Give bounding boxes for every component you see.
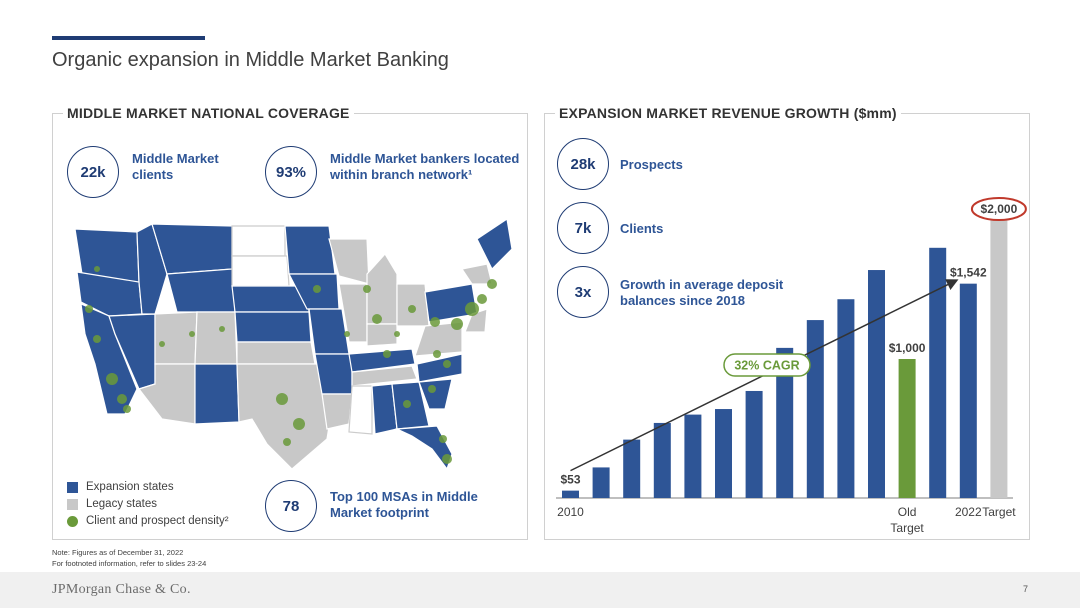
deposit-growth-stat-circle: 3x: [557, 266, 609, 318]
state-region: [194, 363, 240, 425]
state-region: [154, 311, 198, 365]
company-logo: JPMorgan Chase & Co.: [52, 582, 191, 597]
state-region: [416, 353, 463, 383]
bar-13: [959, 283, 977, 498]
target-highlight-ellipse: [970, 197, 1027, 221]
legend-expansion-label: Expansion states: [86, 481, 174, 493]
cagr-badge: [723, 353, 811, 377]
x-tick-label: Old Target: [890, 505, 924, 535]
state-region: [231, 255, 290, 287]
bankers-stat-label: Middle Market bankers located within bra…: [330, 151, 520, 182]
revenue-growth-panel: EXPANSION MARKET REVENUE GROWTH ($mm) 28…: [544, 105, 1030, 540]
state-region: [461, 263, 493, 285]
state-region: [348, 385, 373, 435]
footnote-line-2: For footnoted information, refer to slid…: [52, 559, 207, 568]
bar-10: [868, 270, 885, 498]
msa-stat-label: Top 100 MSAs in Middle Market footprint: [330, 489, 478, 520]
state-region: [194, 311, 238, 365]
coverage-panel-title: MIDDLE MARKET NATIONAL COVERAGE: [63, 105, 354, 121]
legend-dot-green: [67, 515, 78, 527]
bar-11: [898, 359, 916, 498]
legend-density-label: Client and prospect density²: [86, 515, 229, 527]
state-region: [236, 341, 316, 365]
bar-4: [684, 414, 702, 498]
state-region: [366, 252, 398, 325]
msa-stat-circle: 78: [265, 480, 317, 532]
revenue-panel-title: EXPANSION MARKET REVENUE GROWTH ($mm): [555, 105, 901, 121]
bar-3: [653, 422, 671, 498]
revenue-bar-chart: $53 2010 $1,000 Old Target $1,542 2022 $2,000 Ta…: [556, 197, 1027, 535]
state-region: [234, 311, 312, 343]
prospects-stat-circle: 28k: [557, 138, 609, 190]
bar-data-label: $1,542: [950, 266, 987, 280]
bar-data-label: $1,000: [889, 341, 926, 355]
bar-0: [562, 490, 579, 498]
state-region: [284, 225, 336, 275]
page-number: 7: [1022, 584, 1028, 594]
state-region: [321, 393, 353, 430]
state-region: [414, 321, 463, 357]
legend-density: Client and prospect density²: [67, 515, 229, 527]
bar-1: [592, 467, 610, 498]
bar-7: [776, 347, 794, 498]
footnote-line-1: Note: Figures as of December 31, 2022: [52, 548, 184, 557]
deposit-growth-stat-label: Growth in average deposit balances since…: [620, 277, 784, 308]
state-region: [308, 308, 350, 355]
clients-stat-circle: 22k: [67, 146, 119, 198]
coverage-panel: MIDDLE MARKET NATIONAL COVERAGE 22k Midd…: [52, 105, 528, 540]
state-region: [418, 378, 453, 410]
clients-stat-circle-right: 7k: [557, 202, 609, 254]
bar-data-label: $53: [560, 473, 580, 487]
bar-12: [929, 247, 947, 498]
state-region: [464, 308, 488, 333]
legend-swatch-blue: [67, 481, 78, 493]
state-region: [394, 425, 453, 471]
page-title: Organic expansion in Middle Market Banki…: [52, 49, 449, 71]
bar-8: [806, 320, 824, 498]
bar-9: [837, 299, 855, 498]
us-coverage-map: [74, 217, 513, 471]
state-region: [166, 268, 236, 313]
bar-2: [623, 439, 641, 498]
bankers-stat-circle: 93%: [265, 146, 317, 198]
state-region: [366, 323, 398, 347]
bar-5: [715, 409, 732, 498]
x-tick-label: Target: [982, 505, 1016, 519]
state-region: [351, 365, 418, 387]
legend-expansion: Expansion states: [67, 481, 174, 493]
state-region: [396, 283, 430, 327]
footer-bar: JPMorgan Chase & Co. 7: [0, 572, 1080, 608]
state-region: [348, 348, 416, 373]
bar-data-label: $2,000: [981, 202, 1018, 216]
bar-14: [990, 220, 1008, 498]
title-accent-bar: [52, 36, 205, 40]
legend-swatch-gray: [67, 498, 78, 510]
clients-stat-label-right: Clients: [620, 221, 664, 236]
x-tick-label: 2010: [557, 505, 584, 519]
x-tick-label: 2022: [955, 505, 982, 519]
clients-stat-label: Middle Market clients: [132, 151, 219, 182]
bar-6: [745, 390, 763, 498]
legend-legacy: Legacy states: [67, 498, 157, 510]
prospects-stat-label: Prospects: [620, 157, 683, 172]
state-region: [231, 225, 286, 257]
state-region: [314, 353, 353, 395]
legend-legacy-label: Legacy states: [86, 498, 157, 510]
cagr-badge-label: 32% CAGR: [734, 359, 799, 373]
state-region: [476, 217, 513, 271]
